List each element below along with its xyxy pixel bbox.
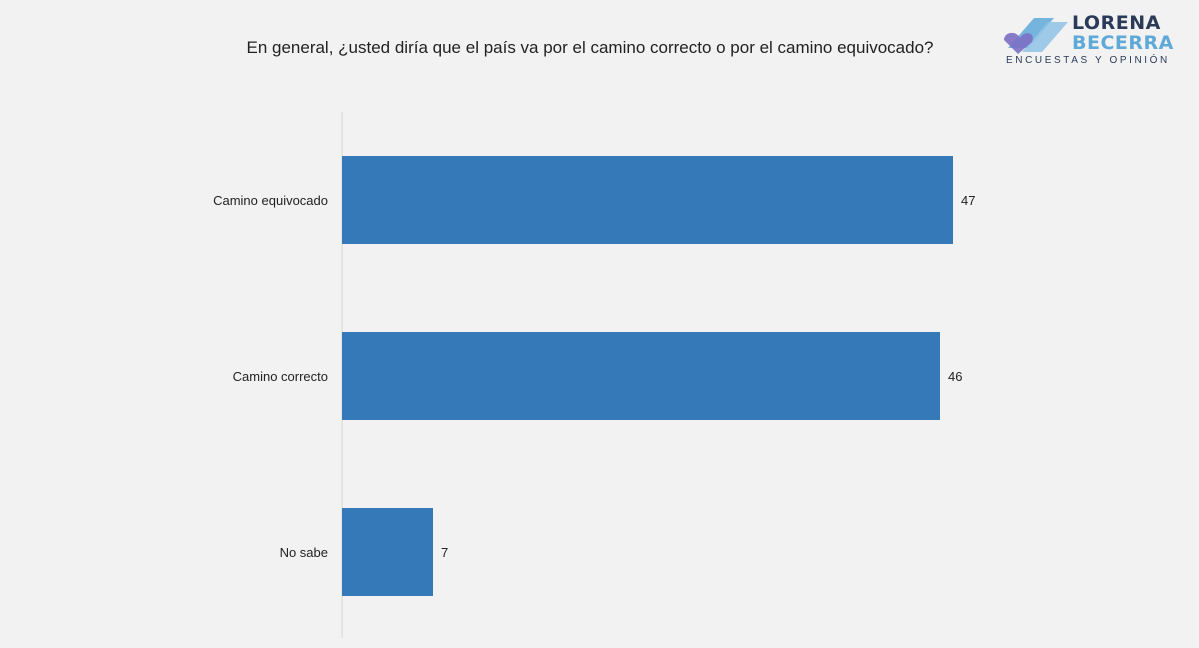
logo-name-last: BECERRA [1072,32,1174,54]
logo-mark-icon [1004,18,1068,54]
bar [342,508,433,596]
brand-logo: LORENA BECERRA ENCUESTAS Y OPINIÓN [1000,8,1190,70]
logo-tagline: ENCUESTAS Y OPINIÓN [1006,55,1170,66]
chart-title: En general, ¿usted diría que el país va … [246,38,934,57]
bar-value-label: 7 [441,545,448,560]
category-tick-label: Camino correcto [233,369,328,384]
bar [342,156,953,244]
logo-name-first: LORENA [1072,12,1161,34]
bar-value-label: 47 [961,193,975,208]
bar-value-label: 46 [948,369,962,384]
category-tick-label: Camino equivocado [213,193,328,208]
category-tick-label: No sabe [280,545,328,560]
bar [342,332,940,420]
